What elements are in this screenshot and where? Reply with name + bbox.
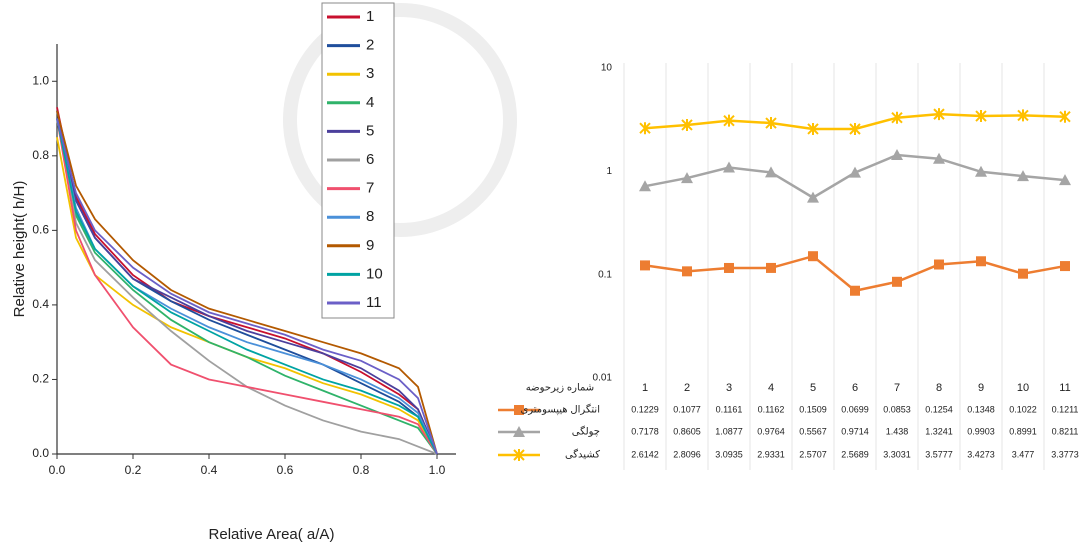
- legend-label: 7: [366, 180, 374, 197]
- table-cell: 0.1254: [925, 404, 953, 414]
- y-tick-label: 0.2: [32, 372, 49, 386]
- table-cell: 0.1211: [1052, 404, 1079, 414]
- category-label: 6: [852, 382, 858, 394]
- table-cell: 0.8991: [1009, 426, 1037, 436]
- x-tick-label: 0.0: [49, 463, 66, 477]
- marker: [640, 260, 650, 270]
- marker: [766, 263, 776, 273]
- marker: [892, 277, 902, 287]
- category-label: 9: [978, 382, 984, 394]
- marker: [807, 192, 819, 203]
- legend-label: 4: [366, 94, 374, 111]
- table-cell: 0.1162: [758, 404, 785, 414]
- y-tick-label: 0.6: [32, 223, 49, 237]
- x-tick-label: 0.2: [125, 463, 142, 477]
- table-cell: 2.6142: [631, 449, 659, 459]
- legend-label: 1: [366, 8, 374, 25]
- category-label: 4: [768, 382, 774, 394]
- table-cell: 2.8096: [673, 449, 701, 459]
- y-axis-title: Relative height( h/H): [11, 181, 28, 318]
- table-cell: 3.3031: [883, 449, 911, 459]
- legend-label: 9: [366, 237, 374, 254]
- marker: [1060, 261, 1070, 271]
- table-cell: 3.477: [1012, 449, 1035, 459]
- category-label: 2: [684, 382, 690, 394]
- category-label: 3: [726, 382, 732, 394]
- category-label: 11: [1059, 382, 1070, 394]
- y-tick-label: 0.01: [593, 373, 613, 384]
- table-cell: 0.7178: [631, 426, 659, 436]
- table-cell: 1.3241: [925, 426, 953, 436]
- table-cell: 0.1229: [631, 404, 659, 414]
- y-tick-label: 0.8: [32, 148, 49, 162]
- table-cell: 0.0699: [841, 404, 869, 414]
- legend-label: 5: [366, 122, 374, 139]
- legend-label: 10: [366, 265, 383, 282]
- y-tick-label: 1: [606, 166, 612, 177]
- table-cell: 0.5567: [799, 426, 827, 436]
- legend-label: 8: [366, 208, 374, 225]
- legend-label: 3: [366, 65, 374, 82]
- table-cell: 2.9331: [757, 449, 785, 459]
- y-tick-label: 0.1: [598, 269, 612, 280]
- category-label: 10: [1017, 382, 1029, 394]
- x-tick-label: 1.0: [429, 463, 446, 477]
- table-cell: 0.8605: [673, 426, 701, 436]
- marker: [808, 251, 818, 261]
- y-tick-label: 1.0: [32, 73, 49, 87]
- category-label: 5: [810, 382, 816, 394]
- legend-label: 11: [366, 294, 382, 311]
- x-tick-label: 0.6: [277, 463, 294, 477]
- y-tick-label: 10: [601, 63, 613, 74]
- table-cell: 1.438: [886, 426, 909, 436]
- x-tick-label: 0.8: [353, 463, 370, 477]
- table-cell: 0.1161: [716, 404, 743, 414]
- table-cell: 0.1022: [1009, 404, 1037, 414]
- x-tick-label: 0.4: [201, 463, 218, 477]
- row-label: چولگی: [572, 426, 600, 438]
- x-axis-title: Relative Area( a/A): [209, 526, 335, 543]
- table-cell: 0.9764: [757, 426, 785, 436]
- table-cell: 0.0853: [883, 404, 911, 414]
- table-cell: 1.0877: [715, 426, 743, 436]
- table-cell: 0.1509: [799, 404, 827, 414]
- table-cell: 0.8211: [1052, 426, 1079, 436]
- table-cell: 0.1348: [967, 404, 995, 414]
- y-tick-label: 0.4: [32, 297, 49, 311]
- table-cell: 3.5777: [925, 449, 953, 459]
- marker: [682, 266, 692, 276]
- table-cell: 3.3773: [1051, 449, 1079, 459]
- table-cell: 2.5689: [841, 449, 869, 459]
- figure: 0.0 0.2 0.4 0.6 0.8 1.0 0.0 0.2 0.4 0.6 0.8 1.0 Rela…: [0, 0, 1087, 549]
- marker: [724, 263, 734, 273]
- category-label: 8: [936, 382, 942, 394]
- marker: [934, 260, 944, 270]
- table-cell: 3.4273: [967, 449, 995, 459]
- page: 0.0 0.2 0.4 0.6 0.8 1.0 0.0 0.2 0.4 0.6 0.8 1.0 Rela…: [0, 0, 1087, 549]
- legend-label: 2: [366, 37, 374, 54]
- y-tick-label: 0.0: [32, 446, 49, 460]
- category-label: 7: [894, 382, 900, 394]
- legend-label: 6: [366, 151, 374, 168]
- table-cell: 2.5707: [799, 449, 827, 459]
- row-label: کشیدگی: [565, 449, 600, 461]
- marker: [976, 256, 986, 266]
- marker: [1018, 269, 1028, 279]
- table-cell: 0.9714: [841, 426, 869, 436]
- category-label: 1: [642, 382, 648, 394]
- table-header: شماره زیرحوضه: [526, 383, 594, 394]
- row-label: انتگرال هیپسومتری: [520, 404, 600, 416]
- table-cell: 0.1077: [673, 404, 701, 414]
- marker: [850, 286, 860, 296]
- table-cell: 3.0935: [715, 449, 743, 459]
- table-cell: 0.9903: [967, 426, 995, 436]
